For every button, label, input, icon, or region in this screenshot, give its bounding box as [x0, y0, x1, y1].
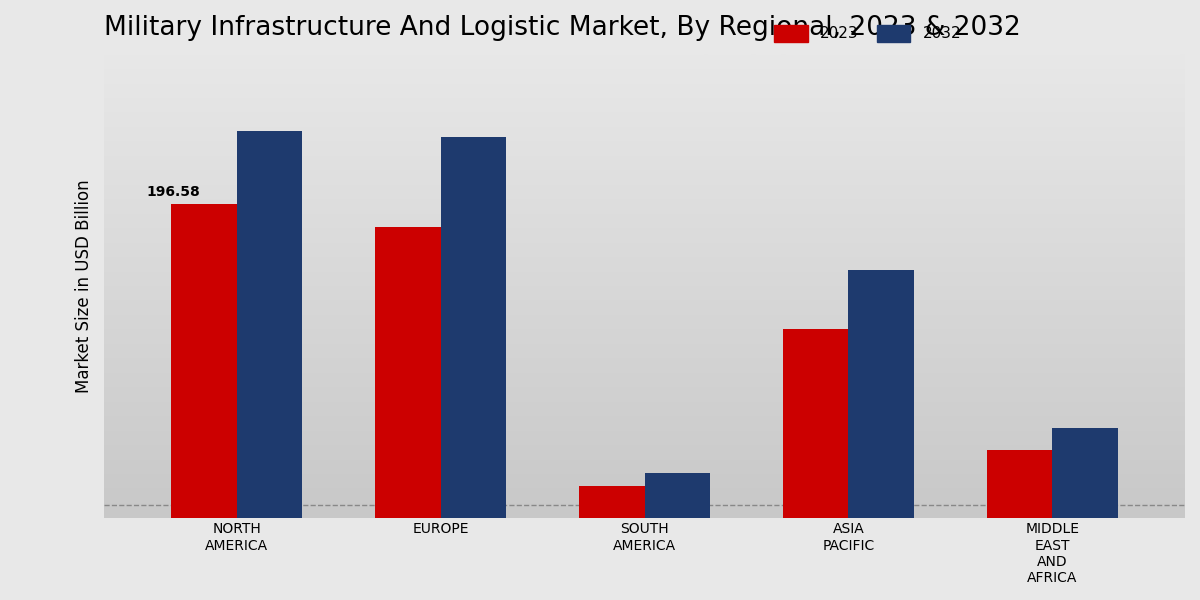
- Bar: [172, 203, 236, 518]
- Bar: [580, 485, 644, 518]
- Bar: [848, 270, 913, 518]
- Legend: 2023, 2032: 2023, 2032: [774, 25, 961, 41]
- Bar: [440, 137, 506, 518]
- Bar: [644, 473, 710, 518]
- Y-axis label: Market Size in USD Billion: Market Size in USD Billion: [74, 179, 94, 393]
- Bar: [1052, 428, 1117, 518]
- Bar: [376, 227, 440, 518]
- Text: 196.58: 196.58: [146, 185, 200, 199]
- Text: Military Infrastructure And Logistic Market, By Regional, 2023 & 2032: Military Infrastructure And Logistic Mar…: [104, 15, 1021, 41]
- Bar: [784, 329, 848, 518]
- Bar: [988, 451, 1052, 518]
- Bar: [236, 131, 302, 518]
